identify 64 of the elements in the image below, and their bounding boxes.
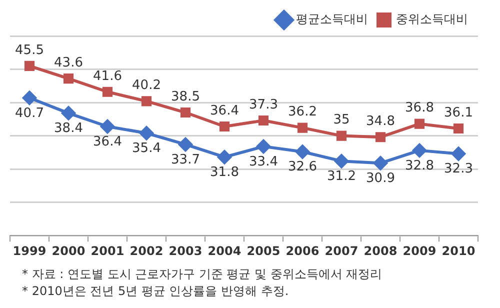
data-label: 36.4 bbox=[93, 134, 122, 150]
data-label: 33.7 bbox=[171, 152, 200, 168]
data-label: 36.1 bbox=[444, 105, 473, 120]
data-label: 38.4 bbox=[54, 121, 83, 136]
x-tick-label: 2005 bbox=[246, 244, 280, 258]
point bbox=[296, 144, 310, 159]
data-label: 31.8 bbox=[210, 164, 239, 180]
x-tick-label: 2002 bbox=[130, 244, 164, 258]
point bbox=[100, 119, 114, 134]
x-tick-label: 1999 bbox=[12, 244, 46, 258]
point bbox=[414, 118, 425, 129]
point bbox=[140, 126, 154, 140]
x-tick-label: 2004 bbox=[208, 244, 242, 258]
data-label: 43.6 bbox=[54, 55, 83, 70]
x-tick-label: 2009 bbox=[402, 244, 436, 258]
text: * 자료 : 연도별 도시 근로자가구 기준 평균 및 중위소득에서 재정리 bbox=[22, 266, 384, 283]
data-label: 38.5 bbox=[171, 89, 200, 104]
point bbox=[24, 60, 35, 71]
data-label: 35 bbox=[333, 112, 350, 128]
point bbox=[412, 143, 426, 158]
point bbox=[334, 154, 348, 168]
point bbox=[63, 74, 74, 84]
data-label: 36.8 bbox=[405, 100, 434, 116]
data-label: 32.8 bbox=[405, 158, 434, 174]
point bbox=[62, 106, 76, 120]
data-label: 37.3 bbox=[249, 97, 278, 112]
x-tick-label: 2006 bbox=[286, 244, 320, 258]
point bbox=[258, 115, 269, 126]
point bbox=[336, 130, 347, 141]
x-tick-label: 2000 bbox=[52, 244, 86, 258]
data-label: 40.2 bbox=[132, 78, 161, 94]
point bbox=[452, 146, 466, 161]
point bbox=[453, 123, 464, 134]
data-label: 31.2 bbox=[327, 168, 356, 184]
data-label: 41.6 bbox=[93, 68, 122, 84]
point bbox=[374, 156, 388, 170]
x-tick-label: 2007 bbox=[324, 244, 358, 258]
point bbox=[297, 122, 308, 133]
point bbox=[178, 137, 192, 152]
legend-label: 평균소득대비 bbox=[296, 12, 368, 26]
point bbox=[375, 132, 386, 142]
point bbox=[180, 107, 191, 118]
data-label: 36.2 bbox=[288, 104, 317, 120]
data-label: 30.9 bbox=[366, 170, 395, 186]
data-label: 32.3 bbox=[444, 162, 473, 177]
data-label: 40.7 bbox=[15, 106, 44, 121]
point bbox=[141, 96, 152, 106]
point bbox=[256, 139, 270, 154]
legend-label: 중위소득대비 bbox=[396, 12, 468, 26]
data-label: 32.6 bbox=[288, 160, 317, 175]
text: * 2010년은 전년 5년 평균 인상률을 반영해 추정. bbox=[22, 283, 290, 300]
point bbox=[218, 150, 232, 164]
data-label: 33.4 bbox=[249, 154, 278, 170]
data-label: 34.8 bbox=[366, 114, 395, 130]
x-tick-label: 2001 bbox=[90, 244, 124, 258]
data-label: 36.4 bbox=[210, 103, 239, 118]
point bbox=[22, 90, 36, 105]
x-tick-label: 2008 bbox=[364, 244, 398, 258]
x-tick-label: 2003 bbox=[168, 244, 202, 258]
data-label: 35.4 bbox=[132, 141, 161, 156]
data-label: 45.5 bbox=[15, 42, 44, 58]
point bbox=[102, 86, 113, 97]
point bbox=[219, 121, 230, 132]
x-tick-label: 2010 bbox=[442, 244, 476, 258]
